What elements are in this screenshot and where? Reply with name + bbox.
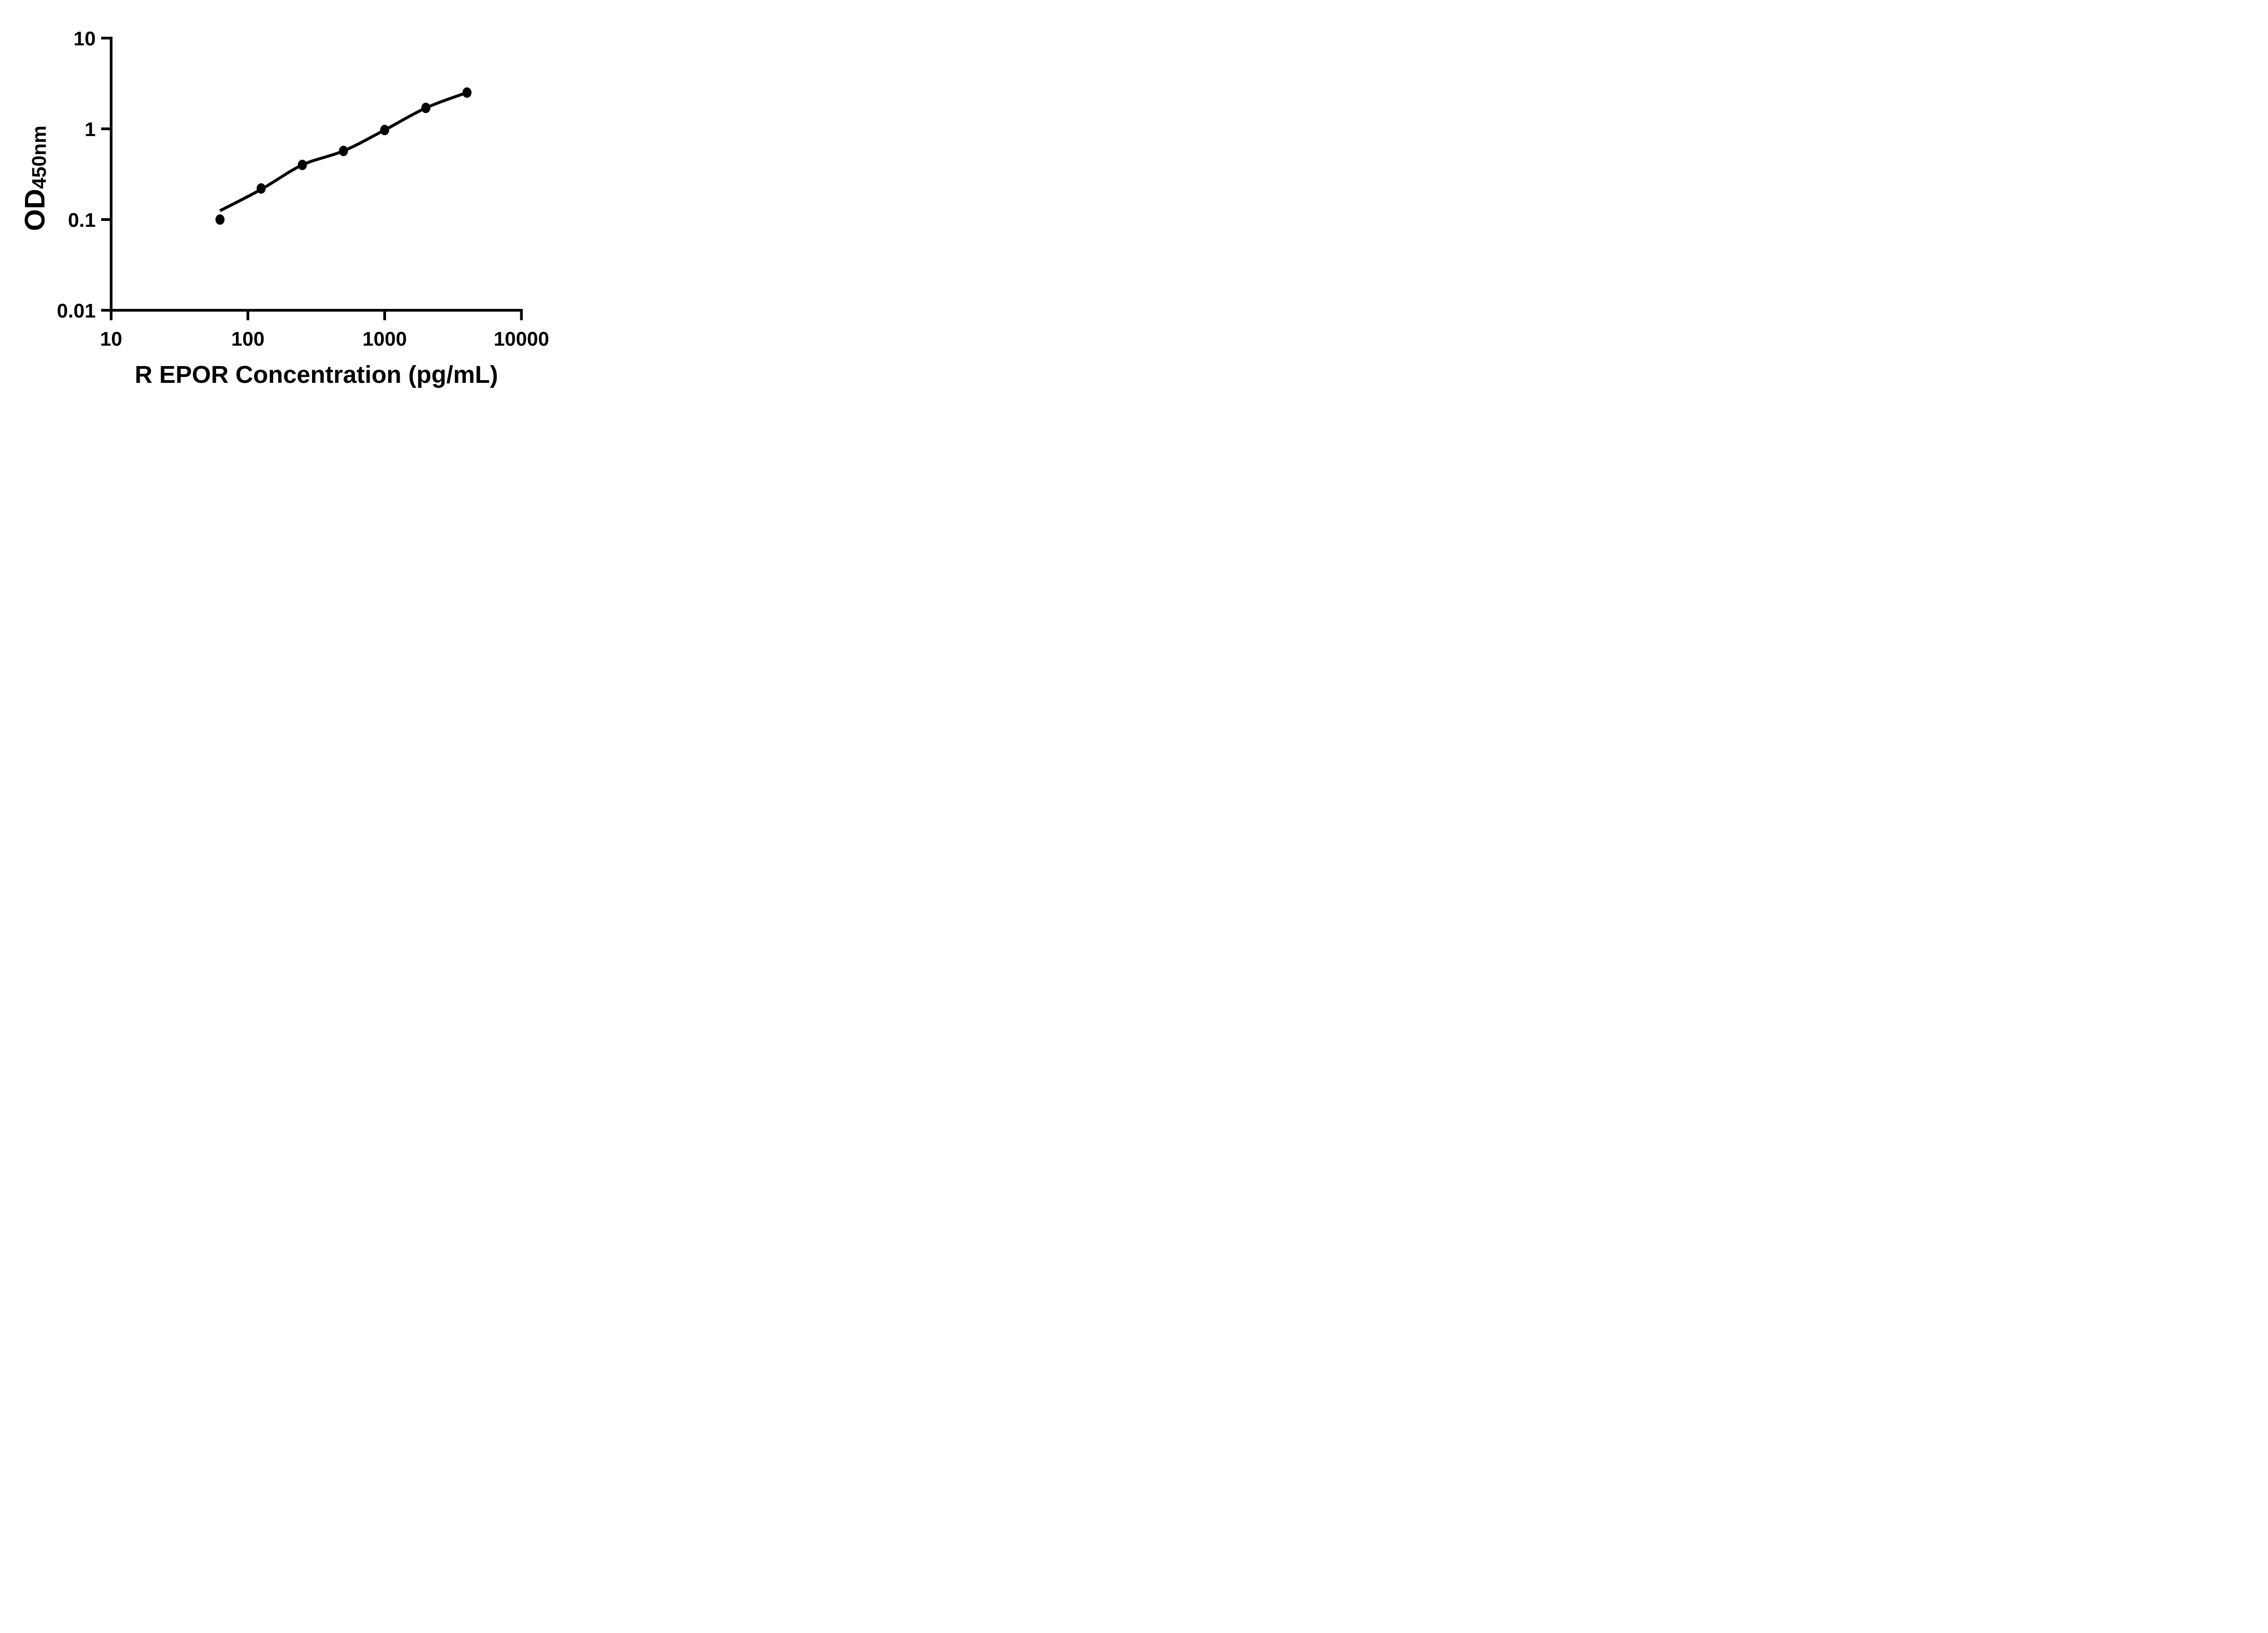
- x-axis-title: R EPOR Concentration (pg/mL): [135, 361, 498, 388]
- y-axis-title: OD 450nm: [17, 88, 54, 269]
- elisa-standard-curve-figure: 0.01 0.1 1 10 10 100 1000 10000 R EPOR Concentr…: [0, 0, 583, 408]
- data-point-marker: [215, 214, 225, 225]
- plot-canvas: 0.01 0.1 1 10 10 100 1000 10000: [57, 28, 549, 350]
- data-point-marker: [380, 125, 389, 136]
- data-point-marker: [298, 160, 307, 171]
- y-tick-label: 1: [85, 118, 96, 141]
- data-point-marker: [421, 103, 430, 113]
- y-axis-title-main: OD: [20, 189, 51, 231]
- x-tick-label: 10000: [494, 328, 549, 350]
- y-tick-label: 10: [73, 28, 96, 50]
- y-tick-label: 0.01: [57, 300, 96, 322]
- y-tick-label: 0.1: [68, 209, 96, 231]
- data-point-marker: [462, 87, 472, 98]
- x-tick-label: 100: [231, 328, 264, 350]
- data-point-marker: [256, 183, 266, 194]
- x-tick-label: 10: [100, 328, 122, 350]
- x-tick-label: 1000: [362, 328, 407, 350]
- data-point-marker: [339, 146, 348, 156]
- y-axis-title-subscript: 450nm: [28, 125, 50, 189]
